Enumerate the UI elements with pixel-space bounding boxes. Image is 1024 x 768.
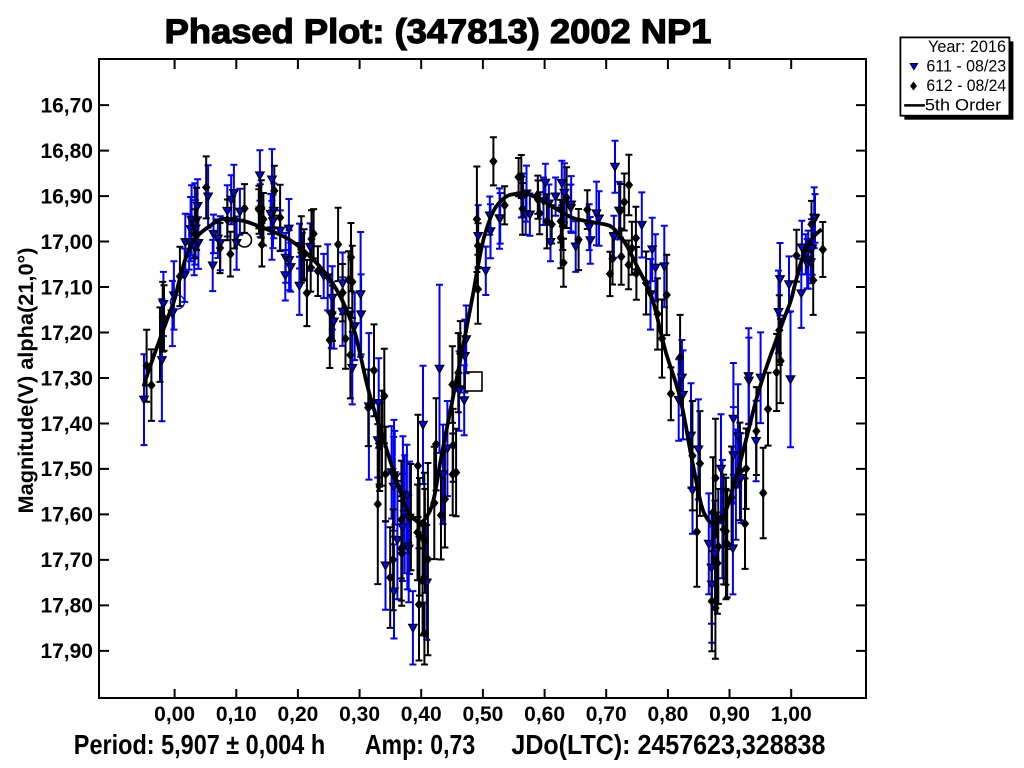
svg-text:17,00: 17,00: [40, 231, 93, 254]
svg-text:17,80: 17,80: [40, 595, 93, 618]
svg-text:17,10: 17,10: [40, 276, 93, 299]
svg-text:Amp: 0,73: Amp: 0,73: [365, 729, 475, 760]
svg-text:16,70: 16,70: [40, 94, 93, 117]
svg-text:0,50: 0,50: [462, 703, 503, 726]
svg-text:17,40: 17,40: [40, 413, 93, 436]
svg-text:0,60: 0,60: [524, 703, 565, 726]
svg-text:0,90: 0,90: [709, 703, 750, 726]
svg-text:17,30: 17,30: [40, 367, 93, 390]
svg-text:17,20: 17,20: [40, 322, 93, 345]
svg-text:0,00: 0,00: [154, 703, 195, 726]
svg-text:17,90: 17,90: [40, 640, 93, 663]
svg-text:17,50: 17,50: [40, 458, 93, 481]
svg-text:1,00: 1,00: [771, 703, 812, 726]
svg-text:0,30: 0,30: [339, 703, 380, 726]
svg-text:612 - 08/24: 612 - 08/24: [926, 76, 1006, 95]
svg-text:0,10: 0,10: [216, 703, 257, 726]
svg-text:0,70: 0,70: [586, 703, 627, 726]
svg-text:16,90: 16,90: [40, 185, 93, 208]
svg-text:JDo(LTC): 2457623,328838: JDo(LTC): 2457623,328838: [511, 729, 825, 760]
svg-text:Year: 2016: Year: 2016: [928, 37, 1006, 56]
svg-text:0,20: 0,20: [277, 703, 318, 726]
svg-text:0,80: 0,80: [647, 703, 688, 726]
svg-text:611 - 08/23: 611 - 08/23: [926, 57, 1006, 76]
svg-text:Phased Plot: (347813) 2002 NP1: Phased Plot: (347813) 2002 NP1: [165, 13, 712, 51]
svg-text:Magnitude(V) alpha(21,0°): Magnitude(V) alpha(21,0°): [14, 248, 38, 514]
svg-text:Period: 5,907 ± 0,004 h: Period: 5,907 ± 0,004 h: [74, 729, 325, 760]
svg-text:0,40: 0,40: [401, 703, 442, 726]
svg-text:17,60: 17,60: [40, 504, 93, 527]
svg-text:17,70: 17,70: [40, 549, 93, 572]
svg-text:16,80: 16,80: [40, 140, 93, 163]
svg-text:5th Order: 5th Order: [925, 96, 1002, 115]
